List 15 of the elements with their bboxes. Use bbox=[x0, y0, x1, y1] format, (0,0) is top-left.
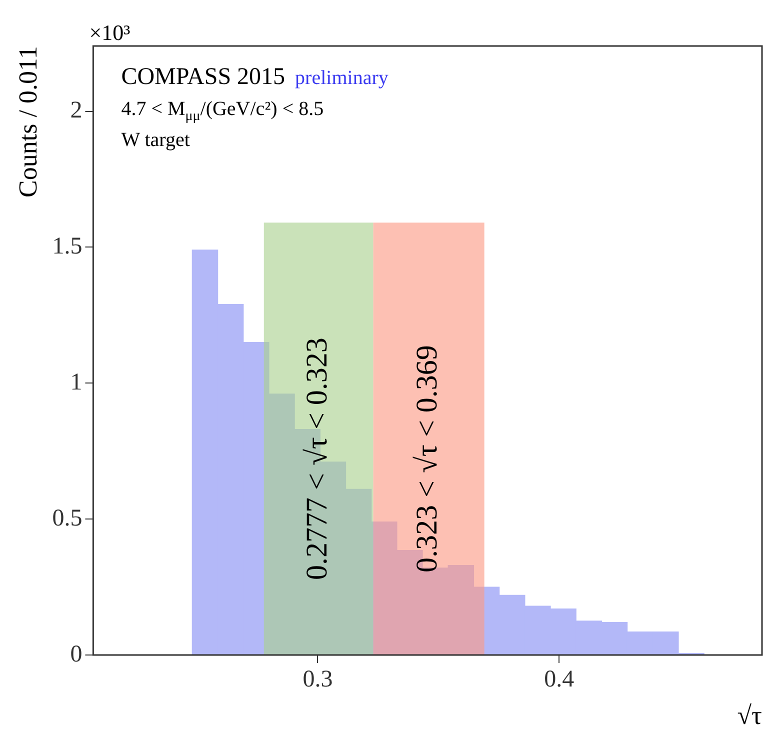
y-tick-label: 1 bbox=[70, 369, 82, 396]
annotation: COMPASS 2015 bbox=[121, 64, 286, 90]
y-tick-label: 0 bbox=[70, 641, 82, 668]
y-axis-title: Counts / 0.011 bbox=[13, 46, 42, 198]
y-tick-label: 1.5 bbox=[52, 233, 82, 260]
x-tick-label: 0.3 bbox=[302, 666, 333, 693]
text: ×10³ bbox=[89, 20, 131, 45]
annotation: preliminary bbox=[295, 67, 388, 89]
band-label: 0.323 < √τ < 0.369 bbox=[410, 345, 444, 572]
x-tick-label: 0.4 bbox=[544, 666, 574, 693]
annotation: W target bbox=[121, 129, 190, 151]
x-axis-title: √τ bbox=[737, 701, 762, 730]
y-tick-label: 2 bbox=[70, 98, 82, 124]
band-label: 0.2777 < √τ < 0.323 bbox=[300, 338, 334, 580]
y-tick-label: 0.5 bbox=[52, 505, 82, 532]
